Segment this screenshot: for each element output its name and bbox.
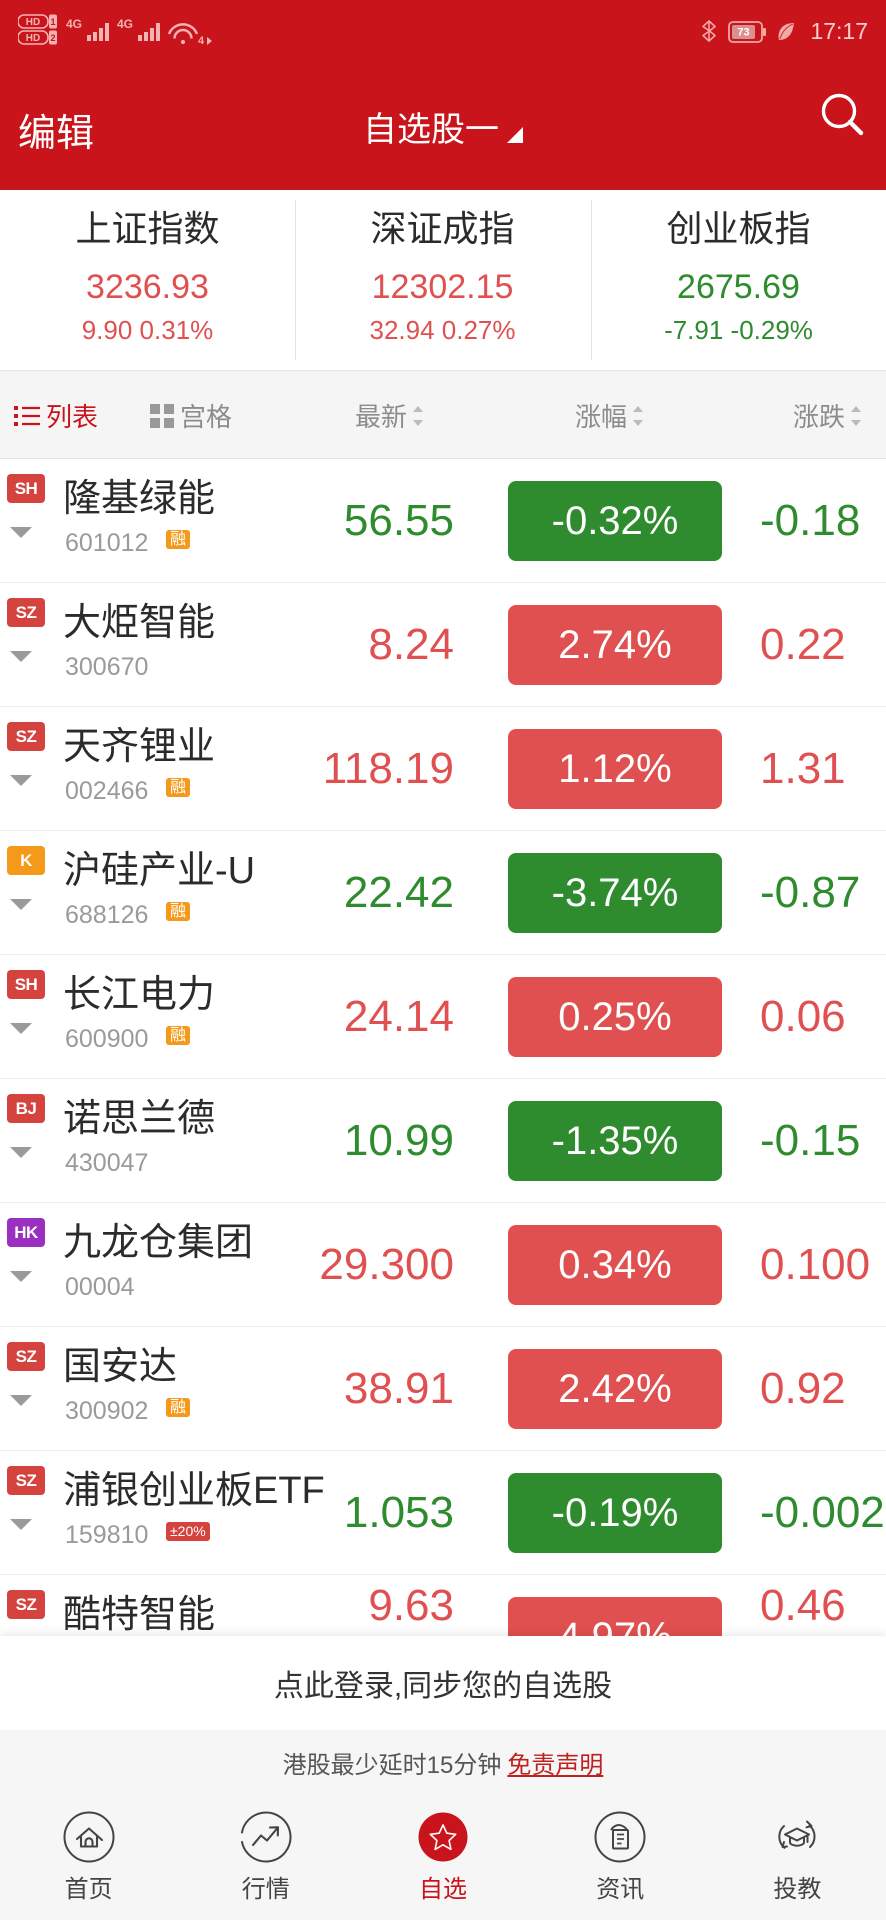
svg-text:4G: 4G — [66, 17, 82, 31]
svg-text:1: 1 — [50, 17, 55, 27]
svg-text:HD: HD — [26, 33, 40, 44]
svg-text:4G: 4G — [117, 17, 133, 31]
svg-text:73: 73 — [738, 26, 750, 38]
svg-text:4: 4 — [198, 35, 205, 47]
svg-text:2: 2 — [50, 33, 55, 43]
svg-text:HD: HD — [26, 17, 40, 28]
